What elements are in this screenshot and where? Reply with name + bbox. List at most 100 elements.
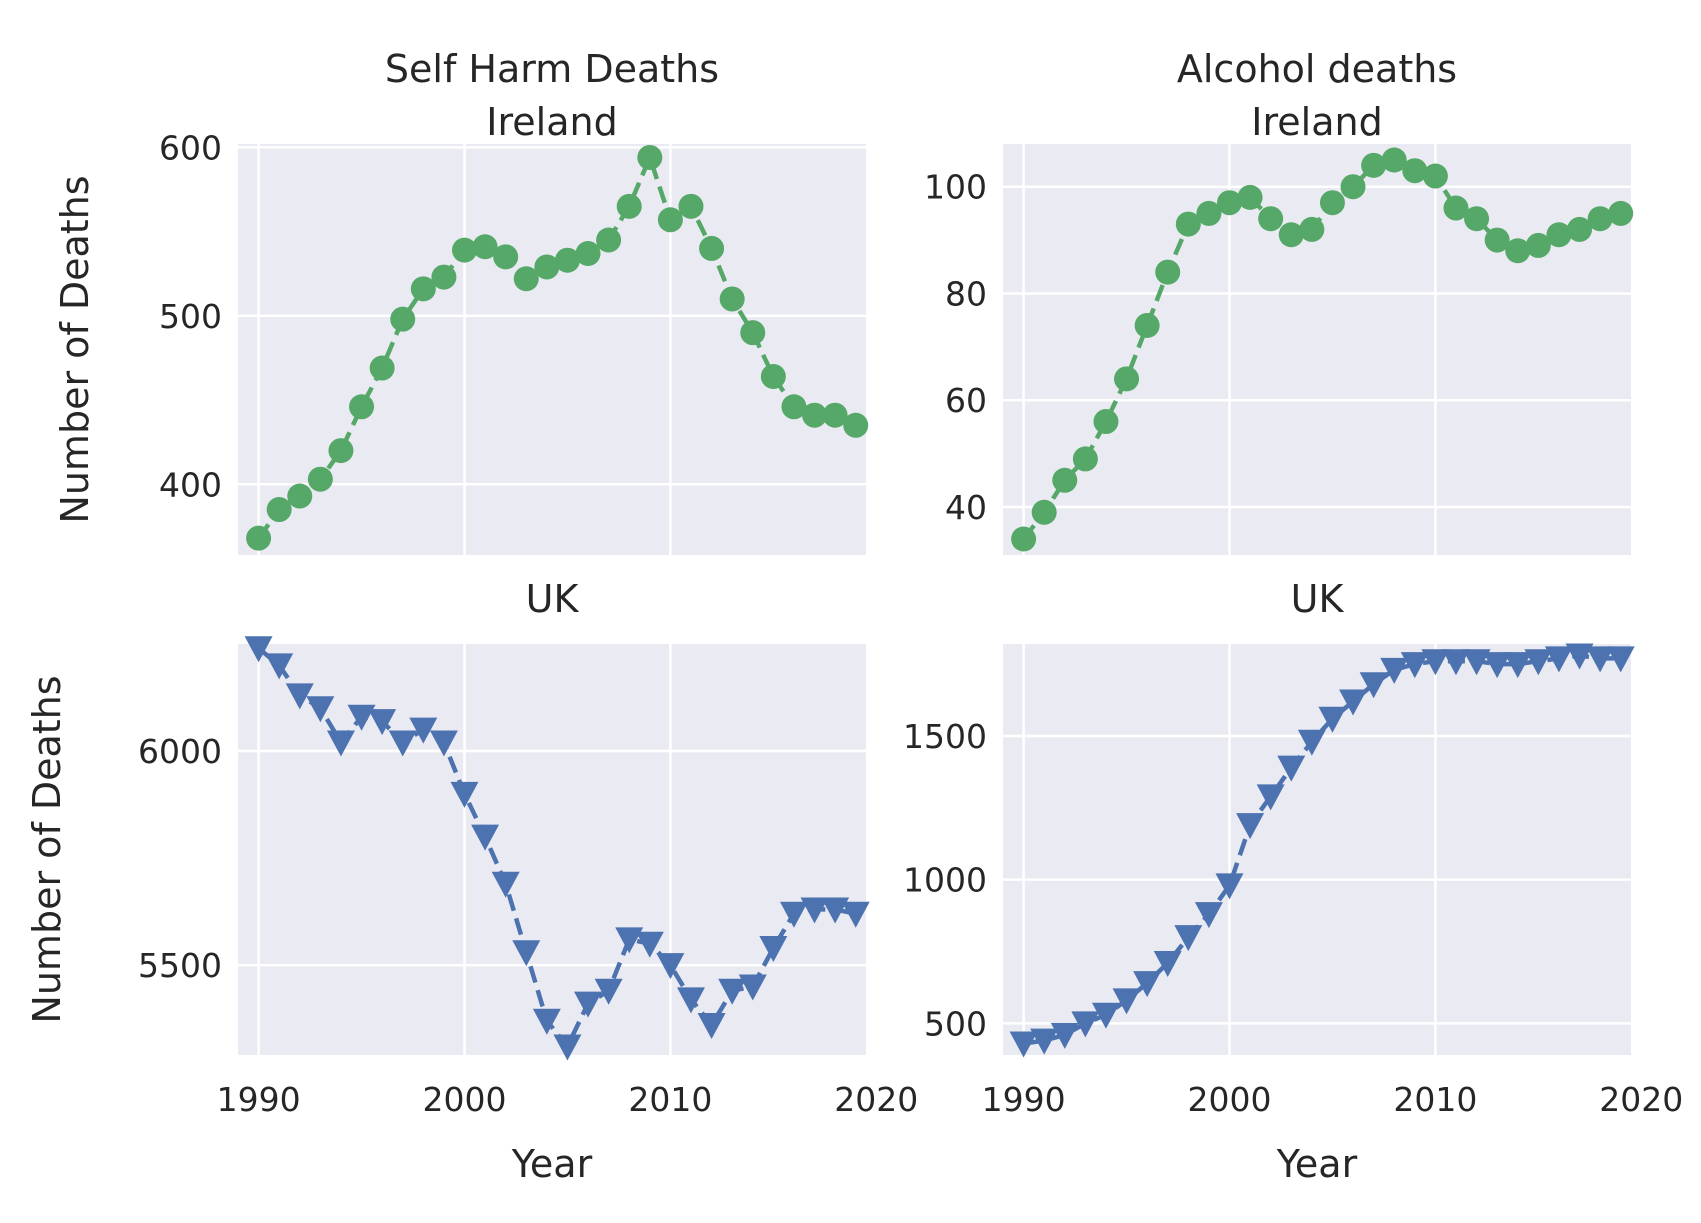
data-point bbox=[1237, 184, 1263, 210]
data-point bbox=[471, 824, 500, 851]
plot-area bbox=[1003, 644, 1631, 1055]
chart-title: Self Harm Deaths Ireland bbox=[385, 47, 719, 144]
y-tick-label: 60 bbox=[945, 381, 987, 420]
data-point bbox=[699, 235, 725, 261]
data-point bbox=[1524, 649, 1553, 676]
data-point bbox=[1525, 232, 1551, 258]
data-point bbox=[450, 781, 479, 808]
data-point bbox=[1381, 147, 1407, 173]
data-point bbox=[1072, 446, 1098, 472]
data-point bbox=[287, 483, 313, 509]
data-point bbox=[390, 306, 416, 332]
data-point bbox=[1380, 657, 1409, 684]
data-point bbox=[349, 394, 375, 420]
data-point bbox=[678, 193, 704, 219]
y-tick-label: 80 bbox=[945, 274, 987, 313]
data-point bbox=[306, 696, 335, 723]
data-point bbox=[656, 953, 685, 980]
data-point bbox=[759, 935, 788, 962]
chart-panel-top-right: 40 60 80 100 Alcohol deaths Ireland bbox=[924, 47, 1643, 555]
data-point bbox=[1586, 646, 1615, 673]
data-point bbox=[1608, 200, 1634, 226]
chart-panel-bottom-right: 500 1000 1500 1990 2000 2010 2020 UK Year bbox=[903, 577, 1683, 1186]
x-axis-label: Year bbox=[1276, 1142, 1358, 1186]
data-point bbox=[1133, 971, 1162, 998]
data-point bbox=[1544, 646, 1573, 673]
data-point bbox=[1462, 649, 1491, 676]
data-point bbox=[637, 144, 663, 170]
x-tick-label: 1990 bbox=[217, 1080, 301, 1119]
data-point bbox=[553, 1034, 582, 1061]
data-point bbox=[1153, 951, 1182, 978]
y-axis-label: Number of Deaths bbox=[25, 675, 69, 1023]
data-point bbox=[429, 730, 458, 757]
data-point bbox=[1565, 643, 1594, 670]
data-point bbox=[1093, 409, 1119, 435]
data-point bbox=[1359, 672, 1388, 699]
data-point bbox=[1339, 689, 1368, 716]
data-point bbox=[1340, 174, 1366, 200]
data-point bbox=[347, 704, 376, 731]
x-tick-label: 2000 bbox=[1187, 1080, 1271, 1119]
data-point bbox=[1483, 652, 1512, 679]
data-point bbox=[1441, 649, 1470, 676]
data-point bbox=[1421, 649, 1450, 676]
data-point bbox=[244, 636, 273, 663]
data-point bbox=[574, 991, 603, 1018]
data-point bbox=[843, 412, 869, 438]
data-point bbox=[676, 987, 705, 1014]
data-point bbox=[512, 940, 541, 967]
data-point bbox=[1194, 902, 1223, 929]
data-point bbox=[1155, 259, 1181, 285]
data-point bbox=[781, 394, 807, 420]
data-point bbox=[1484, 227, 1510, 253]
data-point bbox=[1114, 366, 1140, 392]
data-point bbox=[285, 683, 314, 710]
data-point bbox=[1503, 652, 1532, 679]
y-tick-label: 1000 bbox=[903, 861, 987, 900]
data-point bbox=[409, 717, 438, 744]
data-point bbox=[594, 978, 623, 1005]
y-axis-label: Number of Deaths bbox=[53, 175, 97, 523]
data-point bbox=[657, 207, 683, 233]
data-point bbox=[1174, 925, 1203, 952]
data-point bbox=[719, 286, 745, 312]
data-point bbox=[307, 466, 333, 492]
data-point bbox=[1216, 190, 1242, 216]
x-tick-label: 2000 bbox=[422, 1080, 506, 1119]
chart-title: UK bbox=[1291, 577, 1345, 621]
chart-panel-top-left: 400 500 600 Self Harm Deaths Ireland Number o… bbox=[53, 47, 878, 555]
data-point bbox=[1299, 216, 1325, 242]
data-point bbox=[328, 438, 354, 464]
x-axis-label: Year bbox=[511, 1142, 593, 1186]
y-tick-label: 1500 bbox=[903, 717, 987, 756]
chart-title: Alcohol deaths Ireland bbox=[1177, 47, 1457, 144]
data-point bbox=[326, 730, 355, 757]
data-point bbox=[1050, 1022, 1079, 1049]
data-point bbox=[841, 901, 870, 928]
data-point bbox=[451, 237, 477, 263]
y-tick-label: 500 bbox=[924, 1004, 987, 1043]
x-tick-label: 2020 bbox=[834, 1080, 918, 1119]
data-point bbox=[1422, 163, 1448, 189]
data-point bbox=[1011, 526, 1037, 552]
data-point bbox=[1091, 1002, 1120, 1029]
data-point bbox=[760, 363, 786, 389]
data-point bbox=[410, 276, 436, 302]
data-point bbox=[1587, 206, 1613, 232]
data-point bbox=[1215, 873, 1244, 900]
data-point bbox=[1606, 646, 1635, 673]
data-point bbox=[615, 927, 644, 954]
data-point bbox=[1196, 200, 1222, 226]
data-point bbox=[491, 871, 520, 898]
data-point bbox=[1052, 467, 1078, 493]
data-point bbox=[246, 525, 272, 551]
data-point bbox=[740, 320, 766, 346]
x-tick-label: 1990 bbox=[982, 1080, 1066, 1119]
chart-panel-bottom-left: 5500 6000 1990 2000 2010 2020 UK Year Number of … bbox=[25, 577, 918, 1186]
data-point bbox=[800, 897, 829, 924]
data-point bbox=[1505, 238, 1531, 264]
data-point bbox=[718, 978, 747, 1005]
data-point bbox=[575, 240, 601, 266]
